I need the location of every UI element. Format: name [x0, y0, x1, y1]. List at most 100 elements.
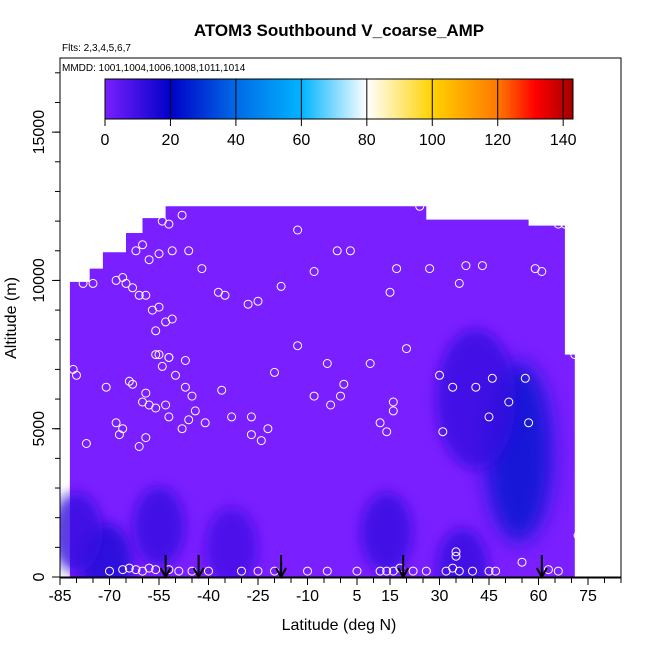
- sample-point: [151, 350, 161, 360]
- x-tick-label: 45: [480, 588, 498, 605]
- sample-point: [454, 278, 464, 288]
- dates-note: MMDD: 1001,1004,1006,1008,1011,1014: [62, 63, 246, 74]
- sample-point: [246, 430, 256, 440]
- x-axis-label: Latitude (deg N): [282, 617, 397, 634]
- sample-point: [332, 246, 342, 256]
- x-axis: -85 -70 -55 -40 -25 -10 5 15 30 45 60 75: [48, 576, 622, 605]
- sample-point: [197, 264, 207, 274]
- colorbar-tick-label: 60: [292, 132, 310, 149]
- sample-point: [322, 359, 332, 368]
- sample-point: [408, 566, 418, 576]
- sample-point: [81, 439, 91, 448]
- sample-point: [118, 565, 128, 575]
- sample-point: [352, 566, 362, 576]
- sample-point: [382, 566, 392, 576]
- sample-point: [184, 246, 194, 256]
- sample-point: [309, 267, 319, 276]
- sample-point: [124, 376, 134, 386]
- sample-point: [451, 551, 461, 561]
- field-core: [133, 486, 185, 567]
- sample-points: [68, 201, 583, 576]
- sample-point: [200, 418, 210, 428]
- sample-point: [573, 531, 583, 540]
- sample-point: [388, 406, 398, 416]
- sample-point: [217, 385, 227, 395]
- x-tick-label: 5: [353, 588, 362, 605]
- sample-point: [154, 249, 164, 259]
- sample-point: [138, 240, 147, 250]
- colorbar-gradient: [104, 78, 574, 120]
- field-core: [205, 507, 258, 578]
- sample-point: [177, 210, 187, 220]
- x-tick-label: -10: [296, 588, 319, 605]
- sample-point: [220, 290, 230, 300]
- sample-point: [415, 201, 425, 211]
- sample-point: [461, 261, 471, 271]
- sample-point: [484, 412, 494, 422]
- x-tick-label: -40: [197, 588, 220, 605]
- sample-point: [425, 264, 435, 274]
- sample-point: [322, 566, 332, 576]
- sample-point: [491, 566, 501, 576]
- sample-point: [560, 219, 570, 229]
- sample-point: [124, 563, 134, 573]
- sample-point: [524, 418, 534, 428]
- sample-point: [131, 565, 141, 575]
- x-tick-label: -70: [98, 588, 121, 605]
- y-tick-label: 5000: [31, 411, 48, 447]
- sample-point: [504, 397, 514, 407]
- sample-point: [190, 406, 200, 416]
- sample-point: [253, 566, 263, 576]
- sample-point: [174, 566, 184, 576]
- colorbar-tick-label: 120: [484, 132, 511, 149]
- sample-point: [375, 418, 385, 428]
- x-tick-label: 30: [431, 588, 449, 605]
- sample-point: [365, 359, 375, 368]
- sample-point: [448, 382, 458, 392]
- sample-point: [161, 400, 171, 410]
- sample-point: [487, 373, 497, 383]
- sample-point: [293, 341, 303, 351]
- sample-point: [309, 391, 319, 401]
- sample-point: [477, 261, 487, 271]
- sample-point: [468, 566, 477, 576]
- sample-point: [154, 302, 164, 312]
- sample-point: [336, 391, 345, 401]
- sample-point: [392, 264, 402, 274]
- sample-point: [263, 424, 273, 434]
- sample-point: [553, 566, 563, 576]
- sample-point: [164, 412, 174, 422]
- sample-point: [438, 427, 448, 437]
- sample-point: [553, 219, 563, 229]
- sample-point: [435, 370, 444, 380]
- y-tick-label: 10000: [31, 258, 48, 303]
- sample-point: [484, 566, 494, 576]
- sample-point: [246, 412, 256, 422]
- sample-point: [128, 283, 138, 293]
- sample-point: [537, 267, 547, 276]
- chart-title: ATOM3 Southbound V_coarse_AMP: [194, 21, 484, 40]
- y-axis-label: Altitude (m): [3, 277, 20, 359]
- sample-point: [227, 412, 237, 422]
- colorbar-tick-label: 80: [358, 132, 376, 149]
- sample-point: [144, 255, 154, 265]
- sample-point: [128, 379, 138, 389]
- sample-point: [164, 219, 174, 229]
- sample-point: [471, 382, 481, 392]
- field-core: [435, 329, 516, 470]
- sample-point: [141, 433, 151, 443]
- field-core: [60, 492, 103, 573]
- field-core: [360, 492, 413, 573]
- sample-point: [375, 566, 385, 576]
- sample-point: [253, 296, 263, 306]
- sample-point: [385, 287, 395, 297]
- sample-point: [270, 367, 279, 377]
- sample-point: [517, 557, 527, 567]
- x-tick-label: -85: [48, 588, 71, 605]
- sample-point: [72, 370, 81, 380]
- sample-point: [167, 246, 177, 256]
- sample-point: [134, 290, 144, 300]
- colorbar-tick-label: 0: [101, 132, 110, 149]
- sample-point: [204, 566, 213, 576]
